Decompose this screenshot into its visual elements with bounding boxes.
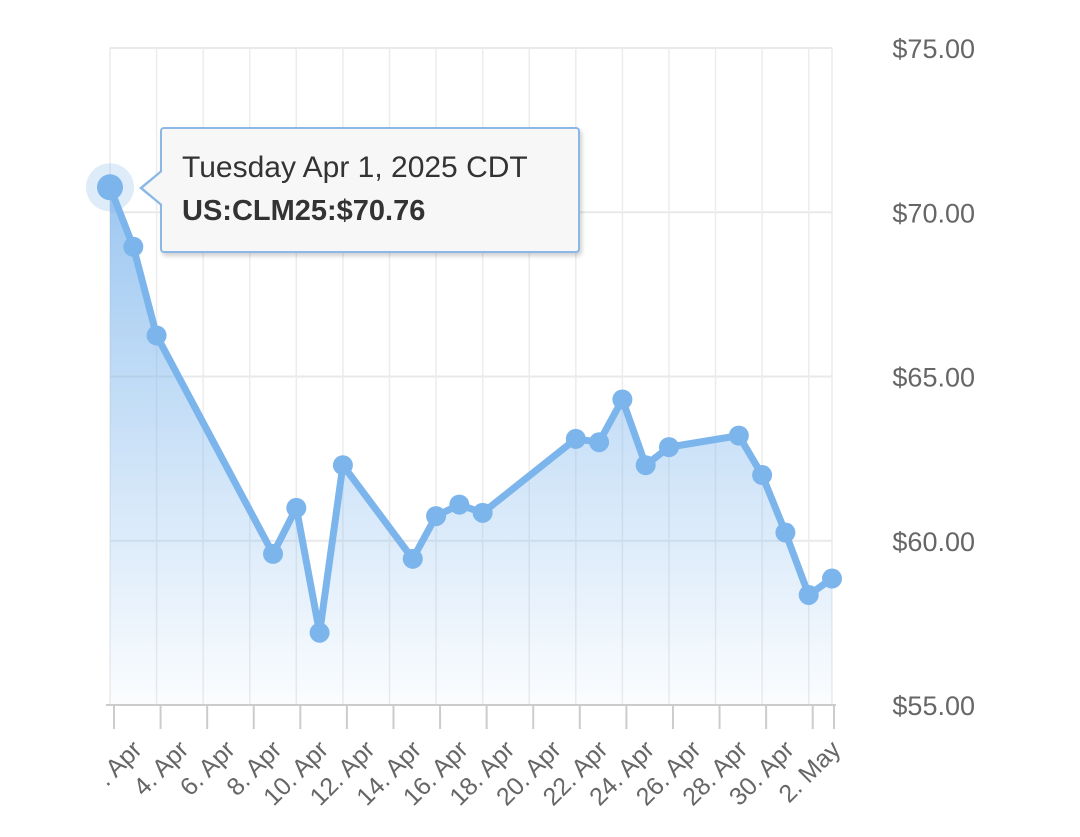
tooltip: Tuesday Apr 1, 2025 CDT US:CLM25:$70.76: [160, 127, 580, 253]
axes: [106, 704, 836, 729]
data-point: [589, 432, 610, 453]
data-point: [565, 428, 586, 449]
y-tick-label: $70.00: [892, 198, 975, 228]
area-path: [110, 187, 832, 705]
data-point: [286, 497, 307, 518]
data-point: [97, 174, 123, 201]
tooltip-arrow-fill: [143, 172, 162, 204]
data-point: [728, 425, 749, 446]
data-point: [798, 584, 819, 605]
data-point: [612, 389, 633, 410]
data-point: [449, 494, 470, 515]
data-point: [146, 325, 167, 346]
data-point: [263, 543, 284, 564]
data-point: [775, 522, 796, 543]
tooltip-date: Tuesday Apr 1, 2025 CDT: [182, 151, 528, 184]
y-axis-labels: $75.00 $70.00 $65.00 $60.00 $55.00: [892, 34, 975, 721]
data-point: [309, 622, 330, 643]
y-tick-label: $65.00: [892, 363, 975, 393]
data-point: [472, 502, 493, 523]
y-tick-label: $60.00: [892, 527, 975, 557]
area-fill: [110, 187, 832, 705]
data-point: [426, 506, 447, 527]
data-points: [86, 163, 842, 643]
data-point: [822, 568, 842, 589]
y-tick-label: $75.00: [892, 34, 975, 64]
data-point: [635, 455, 656, 476]
data-point: [402, 548, 423, 569]
data-point: [332, 455, 353, 476]
y-tick-label: $55.00: [892, 691, 975, 721]
data-point: [658, 437, 679, 458]
data-point: [752, 465, 773, 486]
data-point: [123, 236, 144, 257]
tooltip-value: US:CLM25:$70.76: [182, 195, 426, 227]
